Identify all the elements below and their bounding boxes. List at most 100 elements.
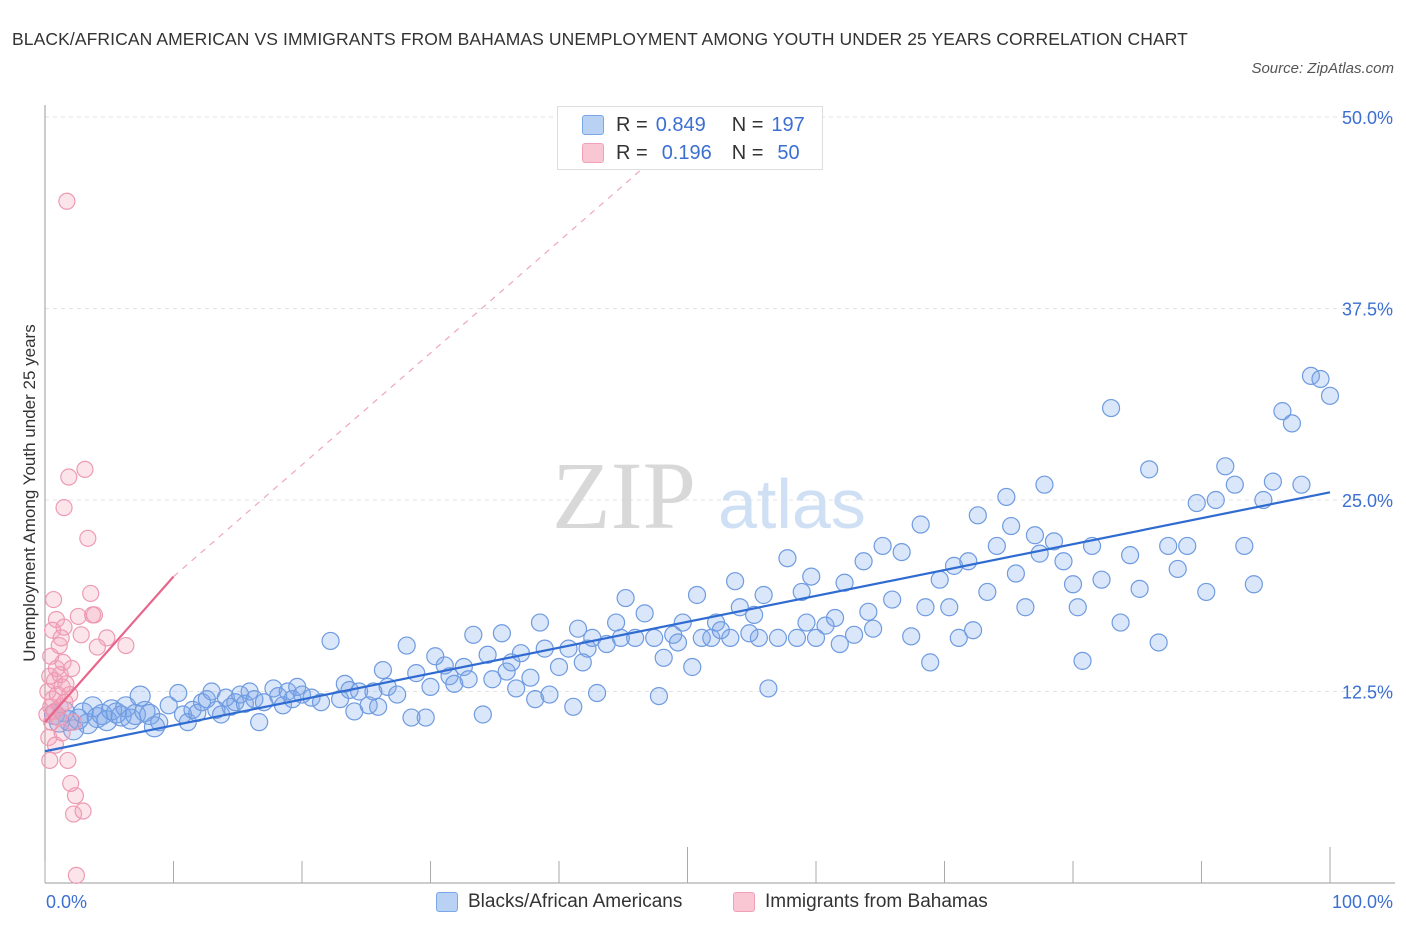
point-blacks xyxy=(1282,414,1302,433)
point-blacks xyxy=(949,628,968,647)
point-blacks xyxy=(1025,526,1045,545)
legend-swatch-bahamas xyxy=(733,892,755,912)
legend-r-label: R = xyxy=(616,113,648,136)
point-bahamas xyxy=(64,713,83,731)
point-bahamas xyxy=(52,629,70,647)
legend-r-value-bahamas: 0.196 xyxy=(661,141,712,164)
point-blacks xyxy=(721,628,740,647)
legend-n-value-blacks: 197 xyxy=(771,113,805,136)
point-blacks xyxy=(335,674,354,693)
legend-item-bahamas: Immigrants from Bahamas xyxy=(733,888,988,916)
point-blacks xyxy=(373,660,393,680)
point-blacks xyxy=(1159,536,1178,556)
point-blacks xyxy=(754,585,773,605)
point-blacks xyxy=(250,713,269,732)
point-blacks xyxy=(830,634,849,654)
point-bahamas xyxy=(69,607,87,626)
chart-title: BLACK/AFRICAN AMERICAN VS IMMIGRANTS FRO… xyxy=(12,29,1188,49)
point-bahamas xyxy=(55,618,73,636)
trend-line-blacks xyxy=(44,491,1331,753)
point-blacks xyxy=(616,588,635,608)
point-bahamas xyxy=(53,724,71,742)
point-blacks xyxy=(649,686,669,706)
source-label: Source: ZipAtlas.com xyxy=(1251,60,1394,77)
point-bahamas xyxy=(82,584,100,603)
point-blacks xyxy=(859,602,878,621)
point-blacks xyxy=(369,697,388,716)
y-tick-label: 25.0% xyxy=(1342,491,1393,511)
point-blacks xyxy=(916,598,935,617)
point-blacks xyxy=(1044,532,1064,551)
point-blacks xyxy=(530,613,550,632)
point-blacks xyxy=(464,625,483,644)
point-bahamas xyxy=(79,529,97,547)
point-blacks xyxy=(1206,490,1225,510)
point-blacks xyxy=(892,542,911,562)
watermark-atlas: atlas xyxy=(718,465,866,543)
point-bahamas xyxy=(76,460,94,478)
point-blacks xyxy=(1149,633,1168,652)
point-blacks xyxy=(749,628,768,647)
trend-line-bahamas xyxy=(44,575,175,723)
point-blacks xyxy=(421,677,440,697)
point-blacks xyxy=(792,582,811,602)
legend-label-blacks: Blacks/African Americans xyxy=(468,891,683,912)
point-blacks xyxy=(1273,402,1292,421)
point-blacks xyxy=(1073,651,1092,670)
series-blacks-points xyxy=(43,366,1340,741)
grid-lines xyxy=(45,116,1395,692)
point-blacks xyxy=(1016,598,1035,617)
point-blacks xyxy=(169,683,188,703)
point-bahamas xyxy=(67,866,86,884)
point-blacks xyxy=(645,628,664,647)
y-tick-label: 12.5% xyxy=(1342,683,1393,703)
point-blacks xyxy=(725,572,745,591)
point-blacks xyxy=(521,668,540,687)
point-blacks xyxy=(711,621,730,640)
watermark-zip: ZIP xyxy=(552,442,696,549)
point-blacks xyxy=(987,536,1006,556)
legend-swatch-blacks xyxy=(582,115,604,135)
legend-n-label: N = xyxy=(731,113,764,136)
point-blacks xyxy=(1311,369,1330,389)
point-blacks xyxy=(806,628,826,647)
point-blacks xyxy=(930,570,949,589)
tick-labels: 12.5% 25.0% 37.5% 50.0% 0.0% 100.0% xyxy=(46,108,1393,912)
point-blacks xyxy=(526,690,545,709)
point-blacks xyxy=(407,664,426,683)
point-blacks xyxy=(564,697,583,716)
point-blacks xyxy=(745,605,764,625)
point-blacks xyxy=(759,679,778,698)
point-blacks xyxy=(740,624,759,643)
legend-n-label: N = xyxy=(731,141,764,164)
point-blacks xyxy=(687,585,707,605)
point-bahamas xyxy=(85,606,104,624)
point-bahamas xyxy=(54,653,72,671)
point-blacks xyxy=(1092,570,1111,589)
point-blacks xyxy=(802,567,821,586)
point-blacks xyxy=(478,645,497,664)
point-blacks xyxy=(1006,564,1025,583)
point-blacks xyxy=(416,708,435,727)
point-blacks xyxy=(1320,386,1340,405)
point-blacks xyxy=(1216,457,1235,476)
point-blacks xyxy=(978,582,997,602)
legend-label-bahamas: Immigrants from Bahamas xyxy=(765,891,988,912)
point-bahamas xyxy=(66,787,85,805)
point-blacks xyxy=(1063,575,1083,594)
point-bahamas xyxy=(98,629,116,647)
trend-lines xyxy=(44,162,1331,753)
legend-r-value-blacks: 0.849 xyxy=(655,113,706,136)
point-blacks xyxy=(940,598,959,617)
point-blacks xyxy=(654,648,673,667)
point-blacks xyxy=(1235,536,1254,556)
point-blacks xyxy=(787,628,807,647)
point-blacks xyxy=(1130,579,1149,598)
point-blacks xyxy=(1030,544,1049,563)
point-blacks xyxy=(549,657,569,677)
point-blacks xyxy=(578,639,597,658)
legend-item-blacks: Blacks/African Americans xyxy=(436,888,682,916)
point-blacks xyxy=(883,590,902,609)
point-blacks xyxy=(1197,582,1216,602)
